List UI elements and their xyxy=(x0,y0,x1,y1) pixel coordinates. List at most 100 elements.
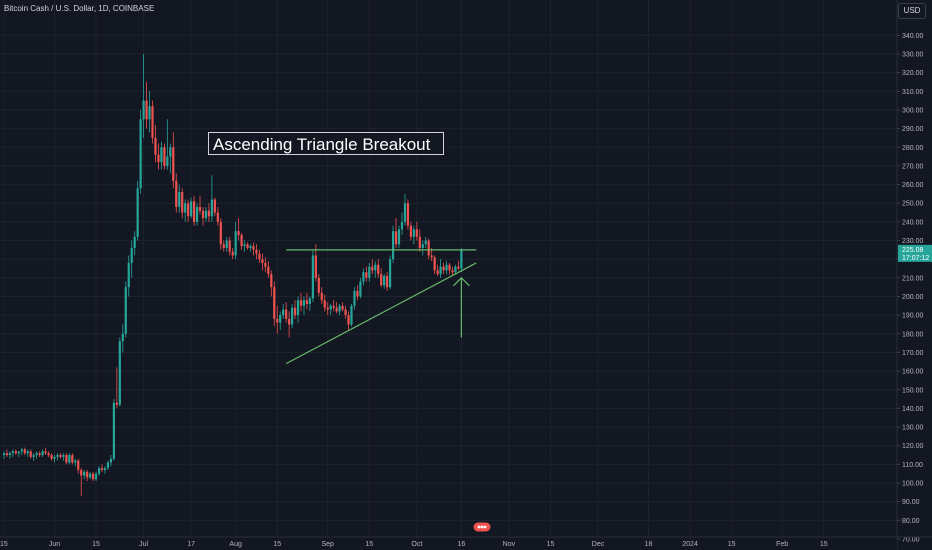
candle xyxy=(2,451,6,459)
candle xyxy=(415,221,418,241)
candle xyxy=(282,303,285,319)
time-tick-label: 17 xyxy=(187,541,195,548)
candle xyxy=(8,451,12,459)
candle-body xyxy=(353,290,356,306)
candle-body xyxy=(258,253,261,260)
candle xyxy=(204,206,208,222)
price-axis[interactable]: 70.00 80.00 90.00 100.00 110.00 120.00 130.00 1… xyxy=(896,0,932,550)
time-axis[interactable]: 15 Jun 15 Jul 17 Aug 15 Sep 15 Oct 16 Nov 15 Dec 18 202… xyxy=(0,536,932,550)
candle xyxy=(178,184,181,213)
candle-body xyxy=(44,451,47,454)
last-price-countdown: 17:07:12 xyxy=(902,255,929,262)
candle-body xyxy=(103,468,107,470)
candle xyxy=(344,305,347,319)
breakout-arrow-head xyxy=(452,276,470,287)
candle-body xyxy=(163,147,166,166)
candle xyxy=(11,449,15,457)
candle xyxy=(380,268,383,288)
candle xyxy=(198,195,202,215)
price-tick-label: 160.00 xyxy=(902,369,924,376)
candle xyxy=(302,296,306,316)
candle-body xyxy=(8,453,12,456)
candle-body xyxy=(47,453,50,456)
candle-body xyxy=(77,460,80,470)
candle-body xyxy=(273,287,276,319)
grid xyxy=(0,0,897,540)
candle xyxy=(451,266,454,276)
candle-body xyxy=(436,270,439,275)
candle-body xyxy=(332,305,335,308)
candle-body xyxy=(317,277,320,293)
time-tick-label: 16 xyxy=(457,541,465,548)
time-tick-label: Aug xyxy=(229,541,242,548)
candle-body xyxy=(2,453,6,456)
candle xyxy=(424,236,427,248)
candle-body xyxy=(288,318,291,325)
candle-body xyxy=(62,455,65,457)
candle xyxy=(353,287,356,310)
candle xyxy=(377,259,380,278)
candle xyxy=(270,270,273,297)
candle-body xyxy=(225,240,228,248)
candle xyxy=(53,455,56,463)
time-tick-label: Nov xyxy=(503,541,516,548)
candle-body xyxy=(14,451,17,454)
candle-body xyxy=(448,264,451,271)
candle-body xyxy=(204,210,208,219)
candle xyxy=(213,197,216,217)
time-tick-label: Jul xyxy=(139,541,148,548)
candle-body xyxy=(374,264,377,271)
candle-body xyxy=(335,307,338,312)
candle-body xyxy=(302,300,306,306)
candle-body xyxy=(17,451,20,454)
candle xyxy=(44,447,47,456)
candle xyxy=(145,81,148,129)
candle-body xyxy=(190,201,193,217)
candle xyxy=(89,471,92,480)
candle-body xyxy=(326,307,329,310)
candle-body xyxy=(252,246,255,250)
candle-body xyxy=(148,106,151,120)
candle xyxy=(421,240,424,256)
candle xyxy=(234,221,237,260)
candle xyxy=(94,471,98,482)
candle-body xyxy=(195,206,199,222)
candle-body xyxy=(433,257,436,271)
candle xyxy=(317,274,320,297)
scroll-handle-dot xyxy=(480,525,484,529)
candle xyxy=(130,240,133,278)
candle-body xyxy=(118,341,121,405)
candle xyxy=(133,231,136,256)
candle xyxy=(80,468,83,497)
candle-body xyxy=(231,251,234,256)
candle-body xyxy=(285,309,288,319)
candle-body xyxy=(201,210,205,219)
candle-body xyxy=(383,275,386,286)
candle-body xyxy=(166,156,169,166)
candle xyxy=(228,236,231,256)
symbol-title[interactable]: Bitcoin Cash / U.S. Dollar, 1D, COINBASE xyxy=(4,4,155,13)
scroll-to-realtime-icon[interactable] xyxy=(472,521,492,533)
time-tick-label: 15 xyxy=(820,541,828,548)
candle xyxy=(62,453,65,461)
price-tick-label: 180.00 xyxy=(902,331,924,338)
last-price-value: 225.08 xyxy=(902,247,924,254)
candle-body xyxy=(109,458,113,463)
candle xyxy=(320,287,323,304)
candle-body xyxy=(130,247,133,263)
candle xyxy=(350,303,353,327)
candle xyxy=(264,257,267,273)
candle-body xyxy=(415,229,418,237)
candle xyxy=(252,242,255,256)
candle-body xyxy=(276,318,279,323)
time-tick-label: 18 xyxy=(645,541,653,548)
annotation-box[interactable]: Ascending Triangle Breakout xyxy=(208,132,444,155)
candle xyxy=(65,453,68,465)
candle xyxy=(391,225,395,263)
candle xyxy=(181,188,184,219)
candle xyxy=(249,244,252,252)
currency-label[interactable]: USD xyxy=(898,3,926,19)
candle xyxy=(115,367,118,409)
